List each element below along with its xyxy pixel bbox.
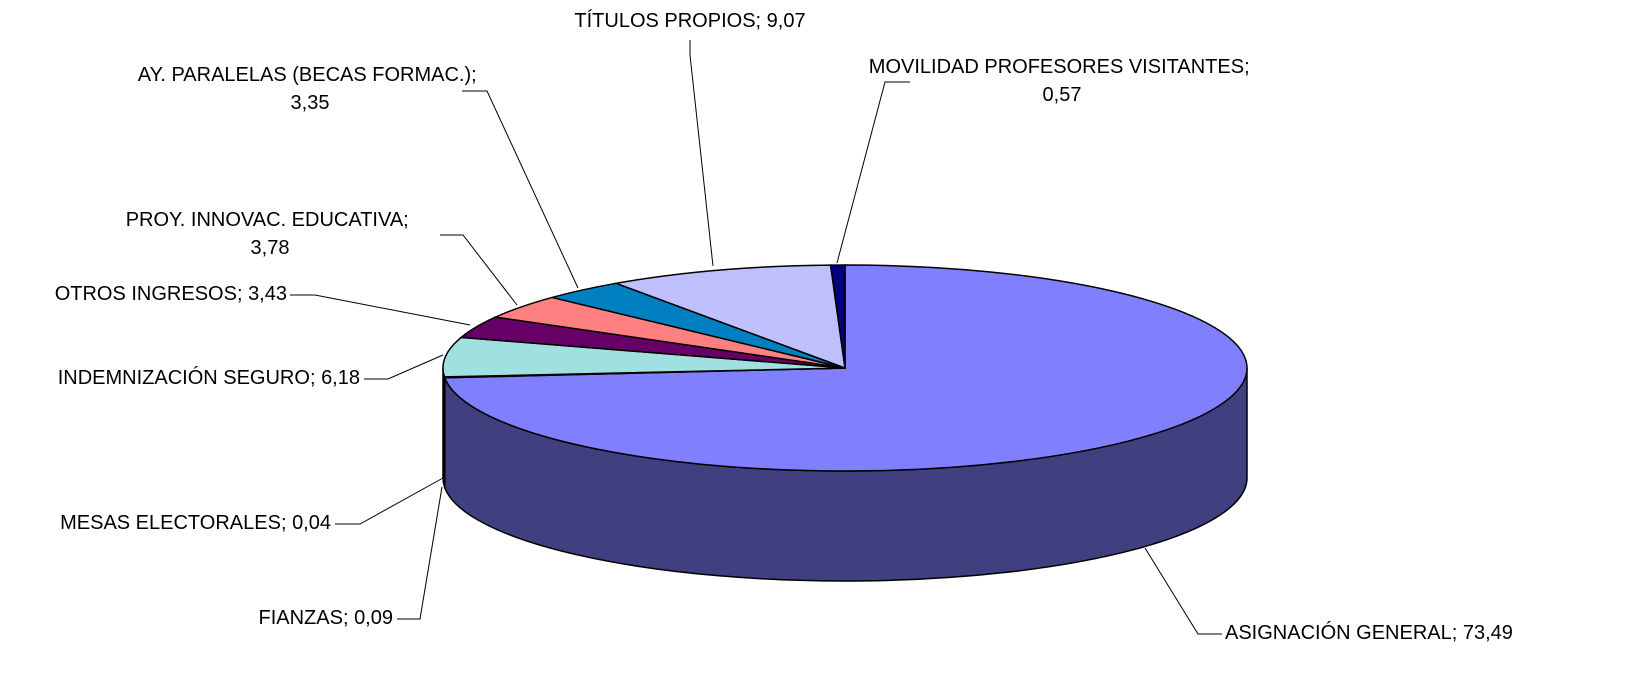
data-label: INDEMNIZACIÓN SEGURO; 6,18	[58, 366, 360, 389]
label-name: OTROS INGRESOS	[55, 283, 237, 305]
label-value: 0,57	[1043, 84, 1082, 106]
leader-line	[335, 477, 444, 525]
label-value: 0,04	[292, 512, 331, 534]
leader-line	[689, 40, 714, 267]
label-separator: ;	[1452, 622, 1463, 644]
label-value: 3,35	[291, 92, 330, 114]
label-name: TÍTULOS PROPIOS	[574, 9, 755, 32]
data-label: FIANZAS; 0,09	[258, 607, 393, 629]
label-name: MOVILIDAD PROFESORES VISITANTES	[869, 56, 1244, 78]
data-label: PROY. INNOVAC. EDUCATIVA; 3,78	[126, 209, 415, 259]
label-value: 3,43	[248, 283, 287, 305]
label-name: ASIGNACIÓN GENERAL	[1225, 621, 1452, 644]
label-name: PROY. INNOVAC. EDUCATIVA	[126, 209, 404, 231]
label-name: AY. PARALELAS (BECAS FORMAC.)	[138, 64, 471, 86]
label-value: 9,07	[767, 10, 806, 32]
label-name: FIANZAS	[258, 607, 342, 629]
data-label: AY. PARALELAS (BECAS FORMAC.); 3,35	[138, 64, 483, 114]
label-value: 6,18	[321, 367, 360, 389]
slice	[443, 264, 1248, 472]
label-value: 0,09	[354, 607, 393, 629]
slice	[829, 264, 846, 369]
label-value: 73,49	[1463, 622, 1513, 644]
label-value: 3,78	[251, 237, 290, 259]
leader-line	[290, 294, 471, 326]
leader-line	[397, 486, 443, 620]
leader-line	[364, 354, 444, 380]
slice	[613, 264, 846, 370]
data-label: ASIGNACIÓN GENERAL; 73,49	[1225, 621, 1513, 644]
label-separator: ;	[343, 607, 354, 629]
leader-line	[462, 90, 579, 289]
label-separator: ;	[1244, 56, 1255, 78]
label-name: INDEMNIZACIÓN SEGURO	[58, 366, 310, 389]
data-label: MESAS ELECTORALES; 0,04	[60, 512, 331, 534]
leader-line	[440, 234, 518, 306]
slice	[442, 336, 846, 378]
leader-line	[1144, 547, 1222, 635]
label-separator: ;	[471, 64, 482, 86]
data-label: MOVILIDAD PROFESORES VISITANTES; 0,57	[869, 56, 1255, 106]
data-label: OTROS INGRESOS; 3,43	[55, 283, 287, 305]
label-name: MESAS ELECTORALES	[60, 512, 281, 534]
leader-line	[836, 81, 910, 264]
label-separator: ;	[756, 10, 767, 32]
label-separator: ;	[237, 283, 248, 305]
slice-side	[442, 367, 446, 488]
label-separator: ;	[310, 367, 321, 389]
label-separator: ;	[403, 209, 414, 231]
label-separator: ;	[281, 512, 292, 534]
data-label: TÍTULOS PROPIOS; 9,07	[574, 9, 805, 32]
